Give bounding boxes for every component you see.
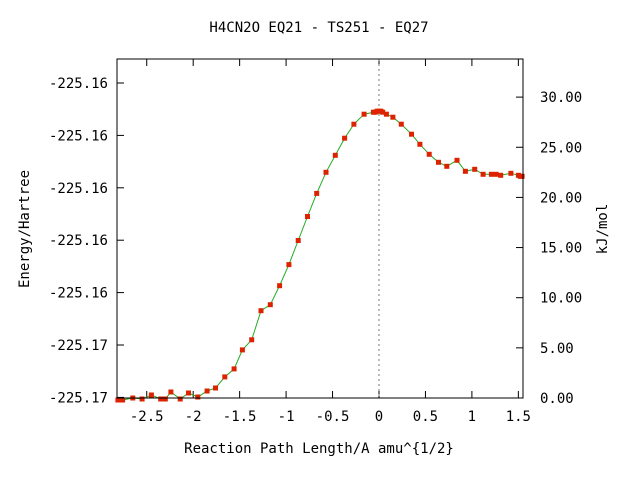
data-point	[139, 396, 145, 402]
data-point	[314, 190, 320, 196]
x-tick-label: 1.5	[506, 409, 531, 425]
y-left-tick-label: -225.16	[49, 286, 108, 302]
data-point	[493, 171, 499, 177]
x-tick-label: 0	[375, 409, 383, 425]
y-left-tick-label: -225.17	[49, 338, 108, 354]
data-point	[277, 283, 283, 289]
y-right-tick-label: 0.00	[540, 391, 574, 407]
x-tick-label: -2	[185, 409, 202, 425]
data-point	[267, 302, 273, 308]
x-tick-label: -1	[278, 409, 295, 425]
data-point	[305, 214, 310, 219]
data-point	[508, 170, 514, 176]
data-point	[295, 238, 301, 243]
data-point	[231, 366, 237, 372]
data-point	[426, 151, 432, 157]
data-point	[342, 135, 348, 141]
data-point	[417, 141, 423, 147]
data-point	[186, 390, 191, 396]
data-point	[454, 157, 460, 163]
y-right-tick-label: 10.00	[540, 291, 582, 307]
axis-ticks: -2.5 -2 -1.5 -1 -0.5 0 0.5 1 1.5 0.00 5.00 10.00 15.…	[49, 59, 582, 425]
data-point	[177, 396, 183, 402]
data-point	[472, 166, 478, 172]
data-point	[380, 109, 386, 115]
data-point	[332, 152, 338, 158]
data-point	[195, 394, 201, 400]
data-point	[351, 121, 357, 127]
data-point	[361, 111, 367, 117]
y-left-tick-label: -225.16	[49, 181, 108, 197]
data-point	[168, 389, 174, 395]
data-point	[409, 131, 414, 137]
x-tick-label: -1.5	[223, 409, 257, 425]
y-axis-right-label: kJ/mol	[595, 204, 611, 255]
data-point	[436, 159, 441, 165]
plot-frame	[116, 58, 524, 399]
y-right-tick-label: 25.00	[540, 140, 582, 156]
data-point	[323, 169, 329, 175]
y-right-tick-label: 20.00	[540, 190, 582, 206]
data-points	[115, 108, 525, 403]
x-tick-label: -2.5	[130, 409, 164, 425]
data-point	[488, 171, 494, 177]
data-point	[462, 168, 468, 174]
chart-title: H4CN2O EQ21 - TS251 - EQ27	[209, 20, 428, 36]
data-point	[383, 111, 389, 117]
data-point	[158, 396, 164, 402]
y-right-tick-label: 15.00	[540, 241, 582, 257]
data-point	[249, 337, 255, 343]
y-right-tick-label: 30.00	[540, 90, 582, 106]
y-axis-left-label: Energy/Hartree	[17, 170, 33, 288]
y-left-tick-label: -225.17	[49, 390, 108, 406]
x-tick-label: 0.5	[413, 409, 438, 425]
data-point	[222, 374, 228, 380]
data-point	[120, 397, 126, 403]
x-tick-label: -0.5	[316, 409, 350, 425]
y-right-tick-label: 5.00	[540, 341, 574, 357]
data-point	[286, 262, 292, 268]
data-point	[498, 172, 504, 178]
y-left-tick-label: -225.16	[49, 76, 108, 92]
x-tick-label: 1	[468, 409, 476, 425]
data-point	[148, 392, 154, 398]
y-left-tick-label: -225.16	[49, 128, 108, 144]
data-point	[398, 121, 404, 127]
data-point	[213, 385, 218, 391]
data-point	[480, 171, 486, 177]
x-axis-label: Reaction Path Length/A amu^{1/2}	[184, 441, 454, 457]
data-point	[162, 396, 168, 402]
data-point	[258, 308, 264, 314]
data-point	[519, 173, 525, 179]
data-point	[239, 347, 245, 353]
data-point	[390, 114, 396, 120]
data-point	[444, 163, 450, 169]
energy-profile-line	[117, 110, 523, 401]
data-point	[204, 388, 210, 394]
y-left-tick-label: -225.16	[49, 233, 108, 249]
